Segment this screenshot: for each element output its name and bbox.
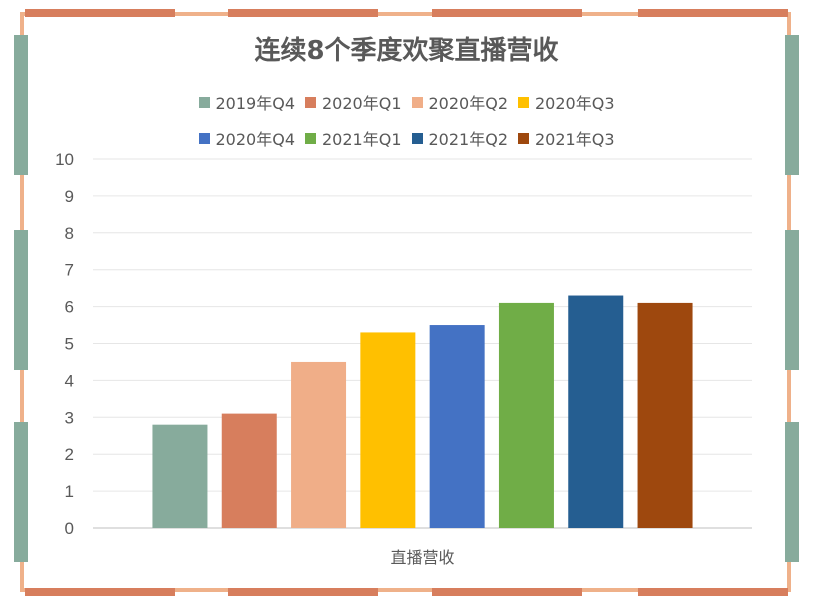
legend-swatch xyxy=(198,96,210,108)
legend-item: 2020年Q3 xyxy=(518,90,615,114)
frame-accent xyxy=(25,9,175,17)
y-tick-label: 6 xyxy=(65,298,74,317)
frame-accent xyxy=(785,230,799,370)
legend: 2020年Q4 2021年Q1 2021年Q2 2021年Q3 xyxy=(0,126,813,150)
frame-accent xyxy=(14,422,28,562)
legend-label: 2020年Q4 xyxy=(215,130,296,149)
bar xyxy=(360,332,416,528)
frame-accent xyxy=(638,9,788,17)
legend-item: 2020年Q1 xyxy=(305,90,402,114)
frame-accent xyxy=(228,9,378,17)
frame-accent xyxy=(785,35,799,175)
frame-accent xyxy=(432,588,582,596)
chart-title: 连续8个季度欢聚直播营收 xyxy=(254,36,559,66)
legend-item: 2021年Q2 xyxy=(411,126,509,150)
legend-label: 2020年Q2 xyxy=(428,94,509,113)
legend-swatch xyxy=(198,132,210,144)
frame-accent xyxy=(25,588,175,596)
y-tick-label: 1 xyxy=(65,482,74,501)
bar xyxy=(498,302,554,528)
frame-accent xyxy=(228,588,378,596)
y-tick-label: 3 xyxy=(65,408,74,427)
legend-swatch xyxy=(518,132,529,144)
bar xyxy=(568,295,624,528)
legend-label: 2021年Q2 xyxy=(428,130,509,149)
legend-label: 2021年Q3 xyxy=(535,130,615,149)
legend: 2019年Q4 2020年Q1 2020年Q2 2020年Q3 xyxy=(0,90,813,114)
frame-accent xyxy=(14,230,28,370)
legend-item: 2021年Q1 xyxy=(305,126,402,150)
y-tick-label: 8 xyxy=(65,224,74,243)
legend-swatch xyxy=(411,132,423,144)
y-tick-label: 4 xyxy=(65,371,74,390)
legend-item: 2019年Q4 xyxy=(198,90,296,114)
y-tick-label: 9 xyxy=(65,187,74,206)
bar xyxy=(637,302,693,528)
frame-accent xyxy=(432,9,582,17)
y-tick-label: 5 xyxy=(65,335,74,354)
bar xyxy=(152,424,208,528)
legend-label: 2020年Q1 xyxy=(322,94,402,113)
legend-swatch xyxy=(411,96,423,108)
bar xyxy=(291,361,347,528)
legend-item: 2020年Q4 xyxy=(198,126,296,150)
frame-accent xyxy=(785,422,799,562)
y-tick-label: 10 xyxy=(55,150,74,169)
legend-swatch xyxy=(305,132,316,144)
frame-accent xyxy=(14,35,28,175)
legend-label: 2020年Q3 xyxy=(535,94,615,113)
x-tick-label: 直播营收 xyxy=(390,548,454,567)
legend-swatch xyxy=(305,96,316,108)
bar xyxy=(221,413,277,528)
legend-label: 2019年Q4 xyxy=(215,94,296,113)
bar xyxy=(429,325,485,528)
y-tick-label: 7 xyxy=(65,261,74,280)
frame-accent xyxy=(638,588,788,596)
y-tick-label: 2 xyxy=(65,445,74,464)
legend-item: 2021年Q3 xyxy=(518,126,615,150)
legend-item: 2020年Q2 xyxy=(411,90,509,114)
y-tick-label: 0 xyxy=(65,519,74,538)
legend-swatch xyxy=(518,96,529,108)
legend-label: 2021年Q1 xyxy=(322,130,402,149)
